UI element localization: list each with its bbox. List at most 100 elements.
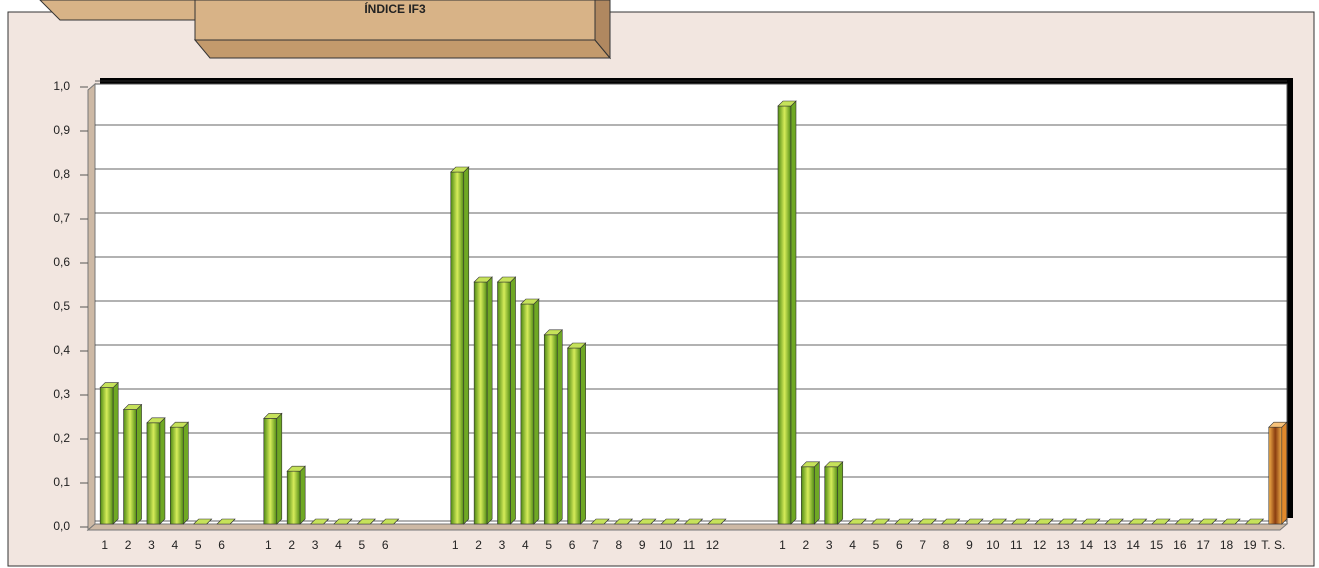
x-tick-label: 1: [265, 538, 272, 552]
bar: [870, 518, 891, 525]
bar: [169, 421, 190, 525]
bar: [520, 298, 540, 525]
x-tick-label: 7: [919, 538, 926, 552]
bar: [777, 100, 797, 525]
bar: [99, 381, 119, 525]
x-tick-label: 10: [986, 538, 1000, 552]
x-tick-label: 18: [1220, 538, 1234, 552]
bar: [1104, 518, 1124, 525]
bar: [1127, 518, 1148, 525]
y-tick-label: 0,7: [53, 211, 70, 225]
x-tick-label: 12: [1033, 538, 1047, 552]
y-tick-label: 0,9: [53, 123, 70, 137]
bar: [683, 518, 704, 525]
x-tick-label: 6: [218, 538, 225, 552]
bar: [800, 461, 821, 525]
bar: [543, 329, 563, 525]
chart-title: ÍNDICE IF3: [364, 1, 426, 16]
x-tick-label: 14: [1080, 538, 1094, 552]
x-tick-label: 16: [1173, 538, 1187, 552]
bar: [1057, 518, 1078, 525]
x-tick-label: 1: [452, 538, 459, 552]
x-tick-label: 9: [639, 538, 646, 552]
y-tick-label: 0,6: [53, 255, 70, 269]
bar: [356, 518, 377, 525]
bar: [590, 518, 610, 525]
bar: [894, 518, 914, 525]
x-tick-label: 3: [826, 538, 833, 552]
bar: [1034, 518, 1054, 525]
bar: [1197, 518, 1218, 525]
bar: [146, 417, 166, 525]
bar: [1221, 518, 1241, 525]
bar: [940, 518, 961, 525]
tab-left: [39, 0, 196, 21]
bar: [824, 461, 844, 525]
tab-edge: [193, 39, 612, 59]
x-tick-label: 5: [545, 538, 552, 552]
y-tick-label: 0,8: [53, 167, 70, 181]
y-tick-label: 0,4: [53, 343, 70, 357]
x-tick-label: 3: [148, 538, 155, 552]
bar: [496, 276, 517, 525]
x-tick-label: 8: [616, 538, 623, 552]
bar: [566, 342, 587, 525]
x-tick-label: 2: [475, 538, 482, 552]
bar: [964, 518, 984, 525]
bar: [286, 465, 306, 525]
x-tick-label: 13: [1103, 538, 1117, 552]
bar: [1151, 518, 1171, 525]
bar: [333, 518, 353, 525]
x-tick-label: 2: [803, 538, 810, 552]
x-tick-label: 15: [1150, 538, 1164, 552]
x-tick-label: 5: [358, 538, 365, 552]
x-tick-label: 6: [382, 538, 389, 552]
x-tick-label: 3: [499, 538, 506, 552]
x-tick-label: 13: [1056, 538, 1070, 552]
x-tick-label: 4: [849, 538, 856, 552]
bar: [309, 518, 330, 525]
bar: [707, 518, 727, 525]
x-tick-label: 12: [706, 538, 720, 552]
bar: [660, 518, 680, 525]
bar: [917, 518, 937, 525]
x-tick-label: 11: [1010, 538, 1023, 552]
x-tick-label: 5: [195, 538, 202, 552]
x-tick-label: 3: [312, 538, 319, 552]
x-tick-label: 4: [522, 538, 529, 552]
bar: [1268, 421, 1288, 525]
x-tick-label: 4: [335, 538, 342, 552]
tab-side: [594, 0, 611, 60]
x-tick-label: 2: [288, 538, 295, 552]
x-tick-label: 8: [943, 538, 950, 552]
bar: [1081, 518, 1101, 525]
bar: [192, 518, 213, 525]
x-tick-label: 1: [779, 538, 786, 552]
x-tick-label: 6: [569, 538, 576, 552]
y-tick-label: 0,0: [53, 519, 70, 533]
bar: [987, 518, 1008, 525]
y-wall: [87, 82, 96, 532]
x-tick-label: 5: [873, 538, 880, 552]
x-tick-label: 17: [1197, 538, 1211, 552]
x-tick-label: 1: [101, 538, 108, 552]
y-tick-label: 0,1: [53, 475, 70, 489]
y-tick-label: 0,5: [53, 299, 70, 313]
bar: [1174, 518, 1195, 525]
bar: [450, 166, 470, 525]
floor: [86, 523, 1289, 531]
bar: [263, 412, 283, 525]
bar: [473, 276, 493, 525]
bar: [1010, 518, 1031, 525]
bar: [122, 403, 143, 525]
x-tick-label: 11: [683, 538, 696, 552]
x-tick-label: 19: [1243, 538, 1257, 552]
x-tick-label: 2: [125, 538, 132, 552]
x-tick-label: 6: [896, 538, 903, 552]
y-tick-label: 0,3: [53, 387, 70, 401]
plot-area: [94, 83, 1288, 525]
bar: [613, 518, 634, 525]
bar: [1244, 518, 1265, 525]
